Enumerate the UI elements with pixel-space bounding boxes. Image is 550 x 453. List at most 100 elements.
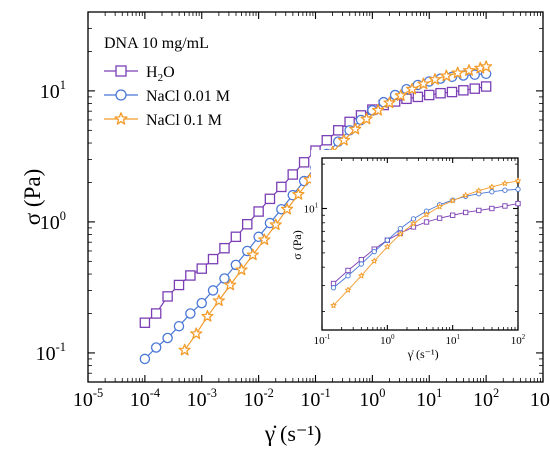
data-point-square bbox=[162, 291, 173, 302]
legend-entry: H2O bbox=[104, 64, 175, 84]
inset-data-point-square bbox=[502, 203, 508, 209]
inset-data-point-square bbox=[450, 212, 456, 218]
data-point-square bbox=[139, 317, 151, 328]
inset-data-point-circle bbox=[489, 189, 495, 195]
inset-data-point-square bbox=[489, 205, 495, 212]
inset-data-point-circle bbox=[502, 187, 508, 193]
main-x-tick-label: 10-4 bbox=[130, 386, 160, 411]
inset-data-point-circle bbox=[330, 285, 337, 291]
data-point-square bbox=[412, 91, 424, 103]
inset-background bbox=[311, 150, 531, 362]
legend-label: NaCl 0.1 M bbox=[146, 112, 222, 129]
inset-data-point-square bbox=[476, 207, 482, 214]
data-point-circle bbox=[207, 285, 219, 296]
data-point-square bbox=[253, 206, 264, 217]
data-point-star bbox=[212, 294, 225, 307]
inset-x-tick-label: 101 bbox=[445, 334, 459, 347]
inset-series-layer bbox=[330, 177, 522, 309]
data-point-star bbox=[406, 82, 419, 95]
legend-title: DNA 10 mg/mL bbox=[104, 35, 209, 52]
data-point-square bbox=[150, 308, 162, 319]
inset-data-point-square bbox=[358, 256, 364, 263]
data-point-square bbox=[435, 87, 446, 99]
main-chart: 10-5 10-4 10-3 10-2 10-1 100 101 102 103 10-1100… bbox=[20, 11, 550, 446]
data-point-star bbox=[337, 133, 351, 146]
main-x-tick-label: 10-5 bbox=[73, 386, 103, 411]
inset-data-point-circle bbox=[345, 273, 351, 279]
data-point-star bbox=[201, 310, 214, 322]
inset-data-point-star bbox=[449, 197, 456, 204]
inset-data-point-square bbox=[462, 209, 469, 216]
inset-data-point-star bbox=[475, 187, 482, 194]
legend-label: H2O bbox=[146, 64, 175, 84]
data-point-square bbox=[332, 125, 344, 136]
data-point-square bbox=[423, 89, 435, 101]
data-point-square bbox=[321, 134, 333, 146]
main-x-axis-label-unit: (s⁻¹) bbox=[280, 421, 321, 446]
inset-data-point-square bbox=[330, 280, 337, 287]
data-point-square bbox=[230, 231, 242, 243]
main-x-tick-label: 10-2 bbox=[243, 386, 273, 411]
main-y-tick-label: 101 bbox=[40, 78, 66, 103]
data-point-square bbox=[185, 270, 196, 281]
data-point-star bbox=[190, 327, 203, 340]
data-point-circle bbox=[219, 273, 230, 284]
data-point-star bbox=[258, 233, 271, 246]
inset-data-point-star bbox=[423, 211, 430, 218]
data-point-square bbox=[458, 85, 469, 96]
legend: DNA 10 mg/mL H2O NaCl 0.01 M NaCl 0.1 M bbox=[104, 35, 230, 129]
main-x-tick-label: 100 bbox=[359, 386, 385, 411]
inset-data-point-circle bbox=[515, 186, 521, 192]
main-x-axis: 10-5 10-4 10-3 10-2 10-1 100 101 102 103 bbox=[73, 12, 550, 411]
inset-data-point-star bbox=[514, 177, 522, 184]
data-point-star bbox=[383, 96, 396, 109]
data-point-square bbox=[298, 157, 310, 168]
inset-data-point-square bbox=[515, 200, 521, 207]
data-point-star bbox=[440, 69, 453, 82]
inset-data-point-square bbox=[436, 215, 443, 221]
main-x-tick-label: 103 bbox=[530, 386, 550, 411]
inset-data-point-circle bbox=[384, 237, 390, 243]
inset-data-point-circle bbox=[371, 248, 377, 255]
legend-label: NaCl 0.01 M bbox=[146, 88, 230, 105]
data-point-star bbox=[292, 188, 305, 200]
inset-data-point-star bbox=[344, 286, 352, 293]
data-point-square bbox=[480, 81, 492, 92]
inset-y-axis: 101 bbox=[304, 163, 518, 312]
inset-data-point-star bbox=[488, 183, 495, 190]
data-point-circle bbox=[173, 320, 185, 332]
inset-data-point-square bbox=[423, 219, 430, 225]
data-point-square bbox=[242, 218, 253, 230]
main-y-tick-label: 10-1 bbox=[36, 340, 66, 365]
legend-entry: NaCl 0.01 M bbox=[104, 88, 230, 105]
data-point-circle bbox=[150, 342, 162, 353]
inset-data-point-star bbox=[384, 243, 391, 250]
main-x-axis-label-symbol: γ̇ bbox=[264, 421, 277, 446]
inset-data-point-star bbox=[371, 257, 378, 264]
data-point-circle bbox=[185, 308, 196, 319]
data-point-star bbox=[349, 122, 362, 135]
inset-data-point-star bbox=[358, 272, 365, 279]
main-y-axis-label: σ (Pa) bbox=[20, 169, 45, 225]
main-series-layer bbox=[139, 60, 493, 365]
inset-x-axis-label-symbol: γ̇ bbox=[407, 347, 414, 361]
legend-marker-star bbox=[114, 112, 128, 125]
inset-data-point-circle bbox=[358, 261, 364, 267]
legend-entry: NaCl 0.1 M bbox=[104, 112, 222, 129]
inset-data-point-square bbox=[345, 267, 351, 274]
inset-data-point-star bbox=[501, 180, 508, 187]
inset-series-star bbox=[330, 177, 522, 309]
inset-data-point-star bbox=[397, 230, 404, 237]
data-point-circle bbox=[162, 332, 173, 344]
data-point-square bbox=[196, 263, 207, 274]
series-star bbox=[178, 60, 493, 356]
data-point-square bbox=[207, 253, 219, 265]
data-point-star bbox=[394, 89, 407, 101]
data-point-square bbox=[173, 279, 185, 291]
inset-data-point-star bbox=[436, 203, 443, 210]
inset-data-point-circle bbox=[397, 226, 403, 232]
data-point-star bbox=[462, 64, 476, 76]
data-point-star bbox=[224, 278, 237, 291]
series-square bbox=[139, 81, 492, 328]
